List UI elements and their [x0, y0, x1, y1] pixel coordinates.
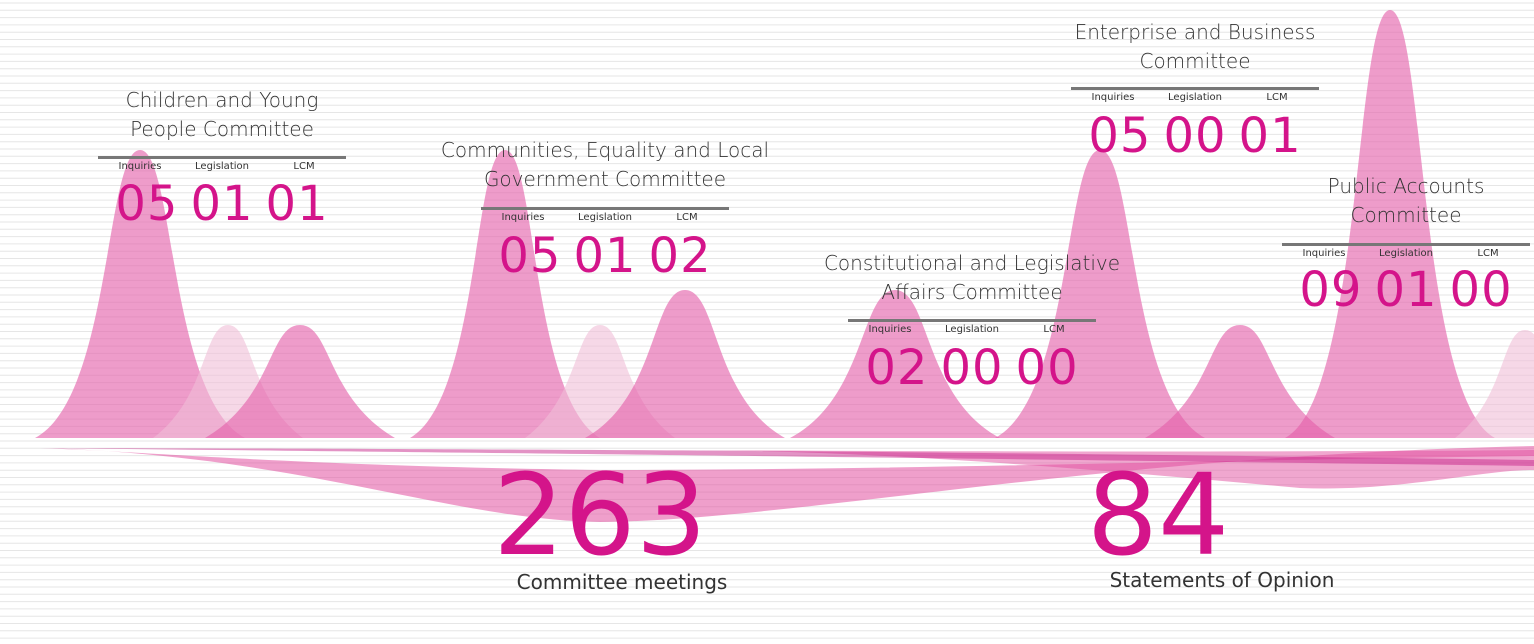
page: Children and YoungPeople Committee Inquir… [0, 0, 1534, 644]
figure: 01 [1239, 108, 1302, 164]
column-label: Inquiries [1302, 248, 1345, 259]
column-label: Legislation [578, 212, 632, 223]
column-label: Legislation [1168, 92, 1222, 103]
figure: 01 [190, 176, 253, 232]
committee-name: Enterprise and Business [995, 18, 1395, 47]
stat-label: Statements of Opinion [1072, 568, 1372, 592]
figure: 00 [1450, 262, 1513, 318]
figure: 05 [115, 176, 178, 232]
column-label: LCM [1043, 324, 1064, 335]
stat-value: 84 [1008, 460, 1308, 572]
column-label: Legislation [945, 324, 999, 335]
committee-name: Constitutional and Legislative [772, 249, 1172, 278]
figure: 05 [1088, 108, 1151, 164]
figure: 02 [865, 340, 928, 396]
divider [1282, 243, 1530, 246]
column-label: LCM [1266, 92, 1287, 103]
figure: 01 [1374, 262, 1437, 318]
column-label: Inquiries [501, 212, 544, 223]
figure: 09 [1299, 262, 1362, 318]
column-label: LCM [676, 212, 697, 223]
committee-name: Committee [1206, 201, 1534, 230]
figure: 05 [498, 228, 561, 284]
figure: 00 [1163, 108, 1226, 164]
committee-name: Children and Young [22, 86, 422, 115]
divider [481, 207, 729, 210]
stat-value: 263 [450, 460, 750, 572]
divider [1071, 87, 1319, 90]
figure: 02 [649, 228, 712, 284]
committee-name: Affairs Committee [772, 278, 1172, 307]
committee-name: Government Committee [405, 165, 805, 194]
figure: 00 [1016, 340, 1079, 396]
committee-name: Public Accounts [1206, 172, 1534, 201]
committee-name: Communities, Equality and Local [405, 136, 805, 165]
committee-name: Committee [995, 47, 1395, 76]
column-label: Inquiries [1091, 92, 1134, 103]
column-label: LCM [1477, 248, 1498, 259]
figure: 01 [573, 228, 636, 284]
column-label: Legislation [195, 161, 249, 172]
column-label: LCM [293, 161, 314, 172]
column-label: Inquiries [868, 324, 911, 335]
divider [98, 156, 346, 159]
divider [848, 319, 1096, 322]
figure: 00 [940, 340, 1003, 396]
committee-name: People Committee [22, 115, 422, 144]
column-label: Inquiries [118, 161, 161, 172]
column-label: Legislation [1379, 248, 1433, 259]
stat-label: Committee meetings [472, 570, 772, 594]
figure: 01 [266, 176, 329, 232]
